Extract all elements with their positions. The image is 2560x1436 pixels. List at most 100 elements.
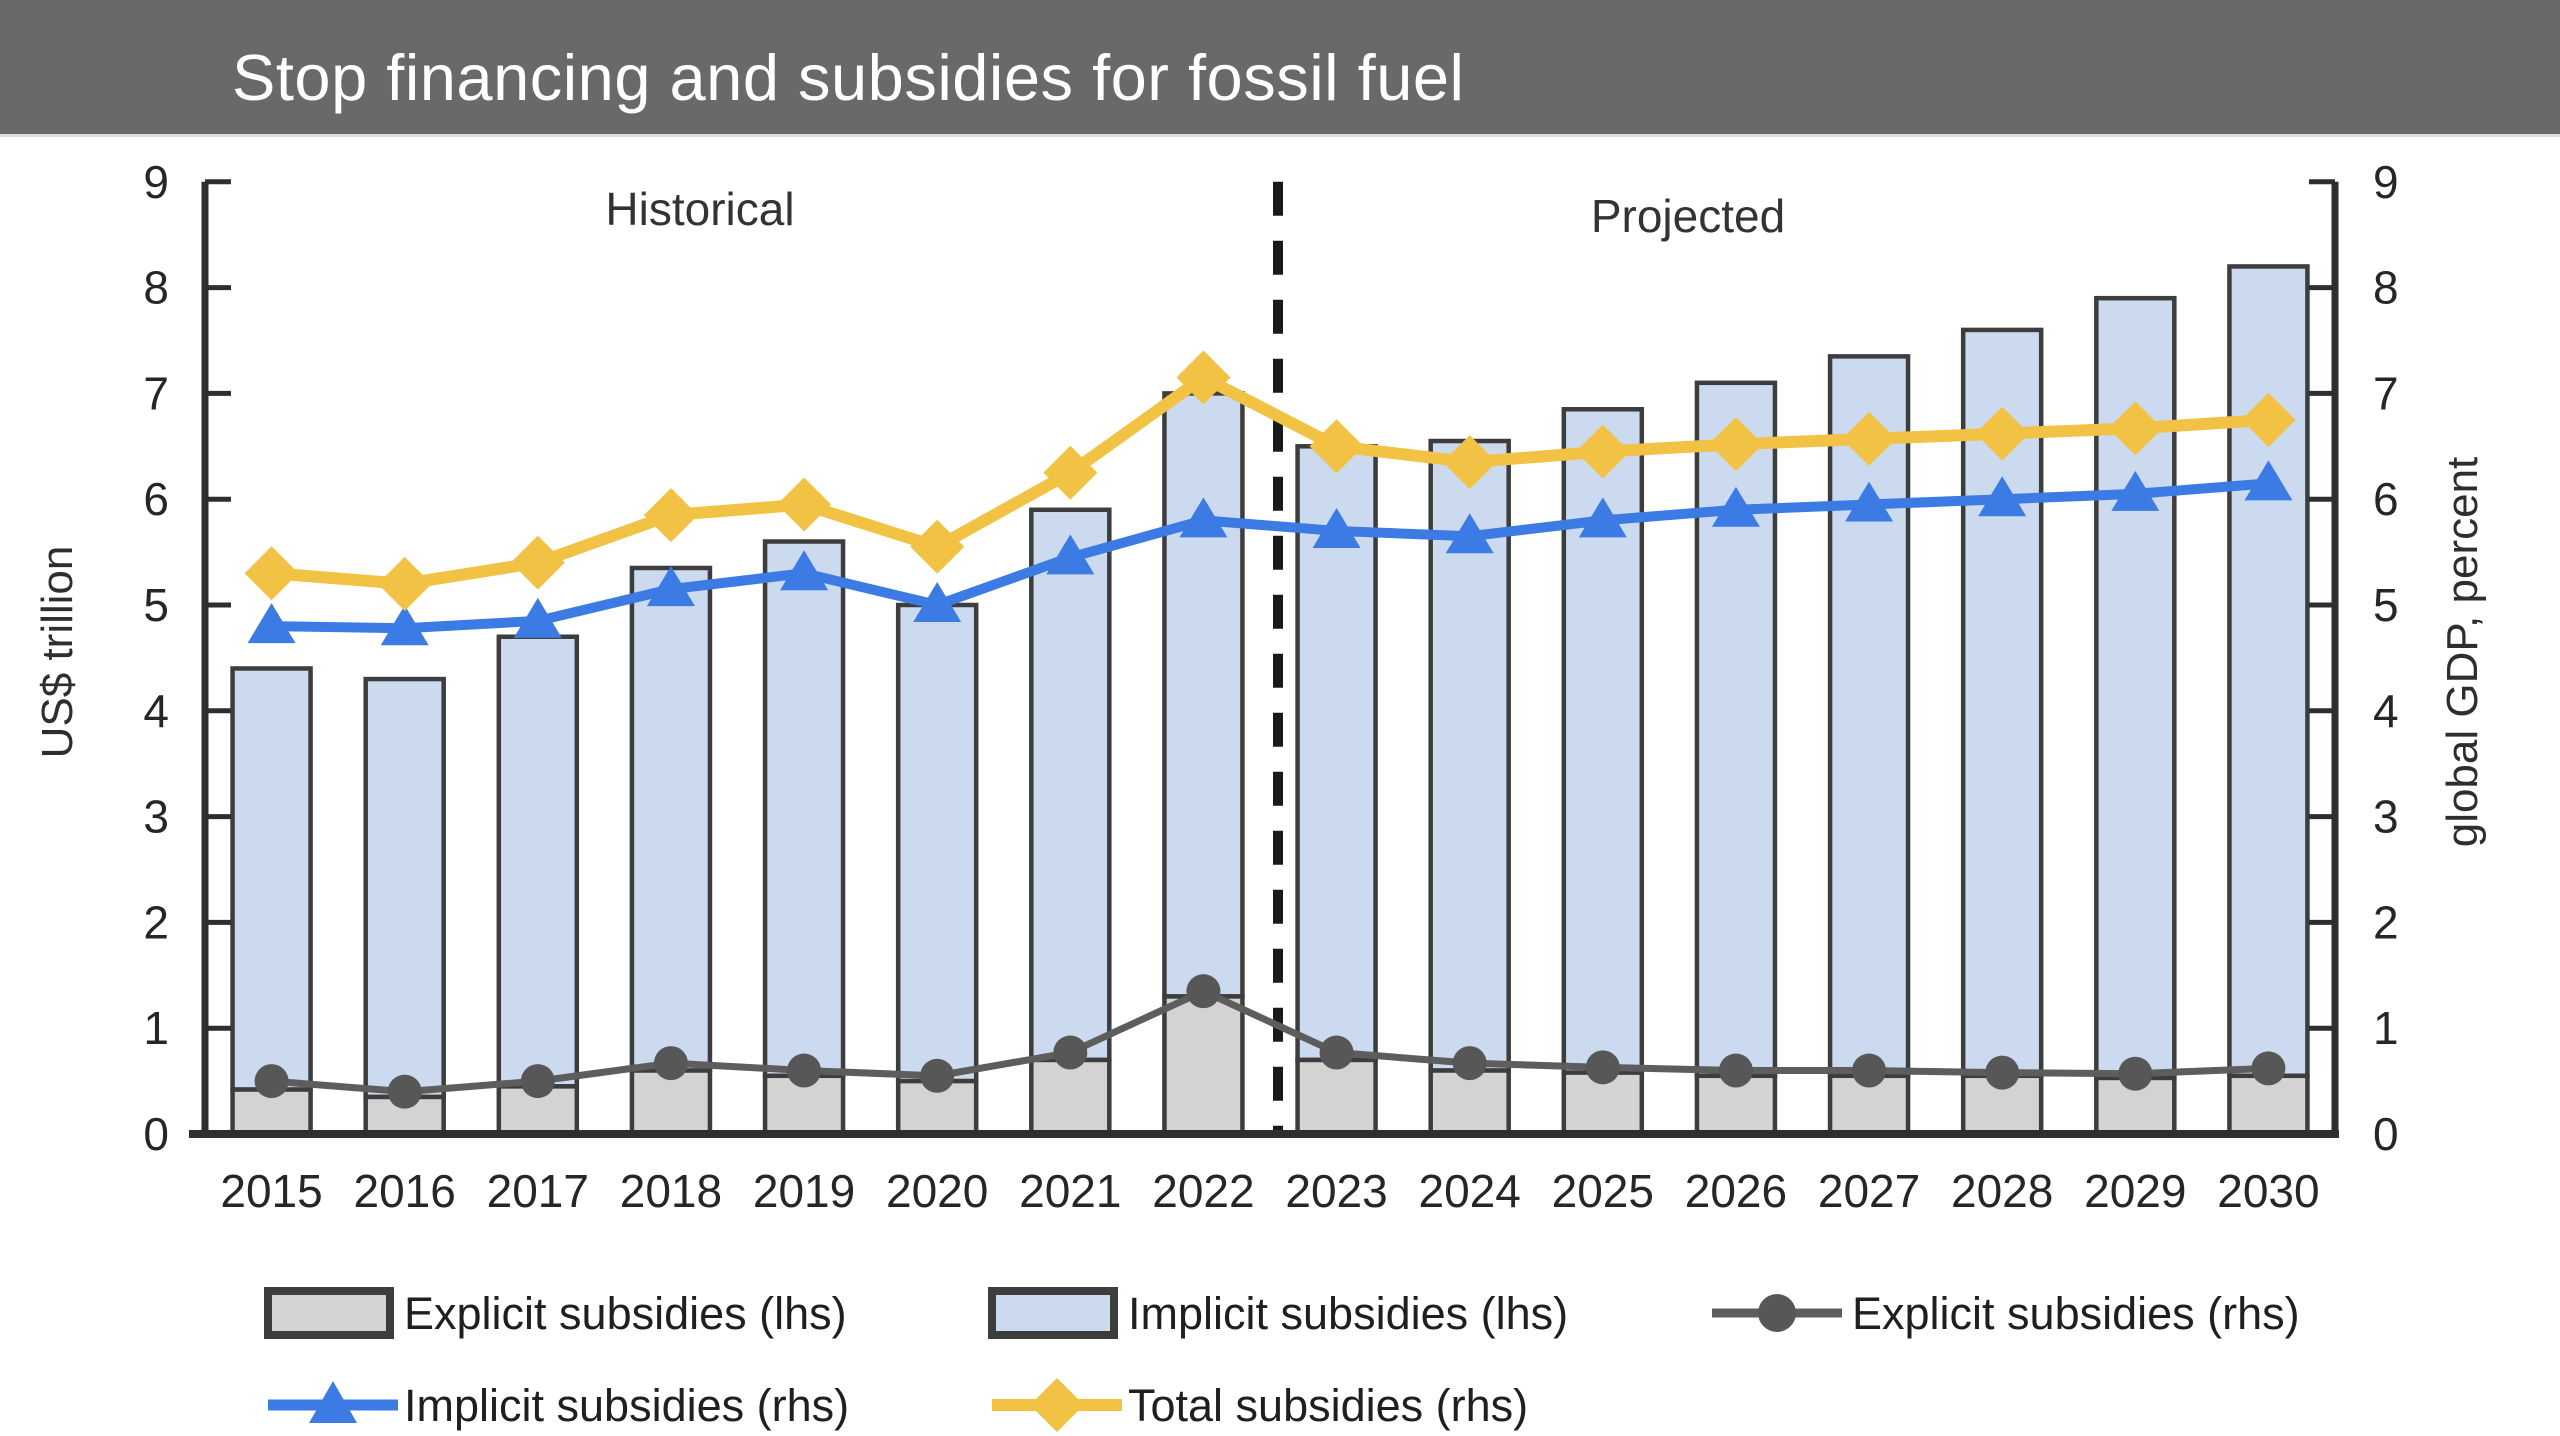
- explicit-rhs-marker-2018: [653, 1046, 688, 1081]
- explicit-rhs-marker-2026: [1718, 1053, 1753, 1088]
- implicit-rhs-marker-2020: [913, 582, 962, 622]
- implicit-rhs-marker-2019: [780, 550, 829, 591]
- right-axis-title: global GDP, percent: [2438, 457, 2487, 848]
- total-rhs-line: [271, 371, 2269, 590]
- explicit-rhs-marker-2016: [387, 1074, 422, 1109]
- implicit-rhs-marker-2016: [380, 605, 429, 646]
- year-label-2026: 2026: [1685, 1165, 1787, 1217]
- bar-explicit-2018: [629, 1068, 713, 1137]
- left-tick-label: 3: [143, 791, 169, 843]
- legend-swatch-explicit-bar: [264, 1287, 394, 1339]
- explicit-rhs-marker-2025: [1585, 1050, 1620, 1085]
- bar-explicit-2022: [1162, 994, 1245, 1137]
- year-label-2015: 2015: [220, 1165, 322, 1217]
- implicit-rhs-marker-2017: [513, 597, 562, 638]
- explicit-rhs-line: [271, 987, 2269, 1096]
- total-rhs-marker-2018: [643, 488, 698, 543]
- bar-explicit-2021: [1029, 1057, 1112, 1137]
- axes-layer: 0 0 1 1 2 2 3 3 4 4 5 5 6 6 7 7 8 8 9 9: [143, 156, 2398, 1160]
- bar-implicit-2021: [1029, 507, 1112, 1063]
- bar-implicit-2022: [1162, 391, 1245, 999]
- left-tick-label: 4: [143, 685, 169, 737]
- legend-triangle-marker-icon: [309, 1381, 357, 1423]
- legend-label-explicit-rhs: Explicit subsidies (rhs): [1852, 1288, 2300, 1339]
- total-rhs-marker-2027: [1842, 411, 1897, 466]
- bar-implicit-2019: [762, 539, 846, 1079]
- right-tick-label: 5: [2373, 579, 2399, 631]
- legend-label-explicit-lhs: Explicit subsidies (lhs): [404, 1288, 847, 1339]
- left-tick-label: 9: [143, 156, 169, 208]
- year-label-2019: 2019: [753, 1165, 855, 1217]
- explicit-rhs-marker-2022: [1186, 974, 1221, 1009]
- implicit-rhs-marker-2022: [1179, 497, 1228, 538]
- legend-circle-marker-icon: [1758, 1294, 1796, 1332]
- legend-label-implicit-lhs: Implicit subsidies (lhs): [1128, 1288, 1568, 1339]
- explicit-rhs-marker-2030: [2251, 1051, 2286, 1086]
- explicit-rhs-marker-2021: [1053, 1035, 1088, 1070]
- total-rhs-marker-2017: [510, 535, 565, 590]
- year-label-2025: 2025: [1552, 1165, 1654, 1217]
- legend: Explicit subsidies (lhs) Implicit subsid…: [264, 1287, 2300, 1432]
- projected-label: Projected: [1591, 190, 1785, 242]
- left-tick-label: 1: [143, 1002, 169, 1054]
- right-tick-label: 1: [2373, 1002, 2399, 1054]
- legend-diamond-marker-icon: [1030, 1378, 1084, 1432]
- left-tick-label: 5: [143, 579, 169, 631]
- legend-label-implicit-rhs: Implicit subsidies (rhs): [404, 1380, 849, 1431]
- implicit-rhs-marker-2027: [1845, 481, 1894, 522]
- legend-swatch-implicit-bar: [988, 1287, 1118, 1339]
- year-label-2016: 2016: [354, 1165, 456, 1217]
- implicit-rhs-marker-2025: [1578, 497, 1627, 538]
- left-tick-label: 2: [143, 896, 169, 948]
- historical-label: Historical: [605, 183, 794, 235]
- total-rhs-marker-2022: [1176, 350, 1231, 405]
- bar-implicit-2026: [1694, 380, 1778, 1079]
- total-rhs-marker-2029: [2108, 401, 2163, 456]
- explicit-rhs-marker-2015: [254, 1064, 289, 1099]
- left-tick-label: 8: [143, 262, 169, 314]
- year-labels: 2015 2016 2017 2018 2019 2020 2021 2022 2023 2024…: [220, 1165, 2319, 1217]
- implicit-rhs-marker-2028: [1978, 476, 2027, 517]
- explicit-rhs-marker-2024: [1452, 1046, 1487, 1081]
- bars-layer: [230, 264, 2310, 1137]
- year-label-2023: 2023: [1285, 1165, 1387, 1217]
- year-label-2030: 2030: [2217, 1165, 2319, 1217]
- explicit-rhs-marker-2017: [520, 1064, 555, 1099]
- right-tick-label: 7: [2373, 367, 2399, 419]
- total-rhs-marker-2025: [1575, 424, 1630, 479]
- explicit-rhs-marker-2020: [920, 1058, 955, 1093]
- implicit-rhs-marker-2021: [1046, 534, 1095, 575]
- implicit-rhs-line: [271, 478, 2269, 634]
- title-bar: Stop financing and subsidies for fossil …: [0, 0, 2560, 137]
- implicit-rhs-marker-2024: [1445, 513, 1494, 554]
- bar-implicit-2030: [2227, 264, 2310, 1079]
- left-axis-title: US$ trillion: [33, 546, 82, 759]
- subsidies-chart: 0 01 12 23 34 45 56 67 78 89 9 2015 2016 2017 2018 201…: [33, 156, 2487, 1432]
- left-tick-label: 7: [143, 367, 169, 419]
- implicit-rhs-marker-2018: [646, 566, 695, 607]
- right-tick-label: 8: [2373, 262, 2399, 314]
- explicit-rhs-marker-2019: [787, 1053, 822, 1088]
- implicit-rhs-marker-2023: [1312, 507, 1361, 548]
- year-label-2020: 2020: [886, 1165, 988, 1217]
- total-rhs-marker-2020: [910, 519, 965, 574]
- legend-label-total-rhs: Total subsidies (rhs): [1128, 1380, 1528, 1431]
- bar-implicit-2018: [629, 565, 713, 1073]
- bar-implicit-2016: [363, 676, 446, 1100]
- lines-layer: [244, 350, 2296, 1109]
- explicit-rhs-marker-2027: [1852, 1053, 1887, 1088]
- bar-explicit-2023: [1295, 1057, 1378, 1137]
- implicit-rhs-marker-2026: [1711, 486, 1760, 527]
- total-rhs-marker-2024: [1442, 435, 1497, 490]
- year-label-2017: 2017: [487, 1165, 589, 1217]
- right-tick-label: 6: [2373, 473, 2399, 525]
- total-rhs-marker-2026: [1708, 417, 1763, 472]
- year-label-2027: 2027: [1818, 1165, 1920, 1217]
- year-label-2018: 2018: [620, 1165, 722, 1217]
- total-rhs-marker-2021: [1043, 445, 1098, 500]
- total-rhs-marker-2016: [377, 556, 432, 611]
- total-rhs-marker-2023: [1309, 419, 1364, 474]
- left-tick-label: 6: [143, 473, 169, 525]
- year-label-2022: 2022: [1152, 1165, 1254, 1217]
- explicit-rhs-marker-2023: [1319, 1035, 1354, 1070]
